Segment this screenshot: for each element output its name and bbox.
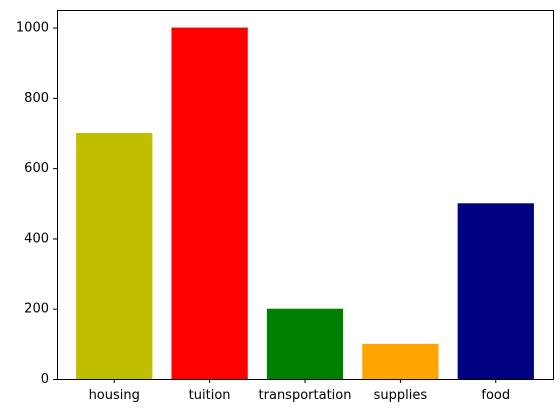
x-tick-label-supplies: supplies <box>374 388 428 403</box>
y-tick-label: 400 <box>24 231 49 246</box>
bar-transportation <box>266 308 344 379</box>
bars-group <box>76 27 534 379</box>
y-tick-label: 200 <box>24 302 49 317</box>
plot-frame <box>57 10 554 380</box>
y-tick-label: 800 <box>24 91 49 106</box>
x-tick-label-housing: housing <box>89 388 140 403</box>
x-tick-label-transportation: transportation <box>259 388 352 403</box>
bar-supplies <box>362 343 439 379</box>
x-axis: housing tuition transportation supplies food <box>89 379 510 403</box>
x-tick-label-food: food <box>481 388 510 403</box>
bar-food <box>457 203 534 379</box>
y-tick-label: 0 <box>41 372 49 387</box>
bar-tuition <box>171 27 248 379</box>
y-axis: 0 200 400 600 800 1000 <box>16 21 57 387</box>
x-tick-label-tuition: tuition <box>189 388 231 403</box>
y-tick-label: 1000 <box>16 21 49 36</box>
bar-housing <box>76 133 153 379</box>
y-tick-label: 600 <box>24 161 49 176</box>
